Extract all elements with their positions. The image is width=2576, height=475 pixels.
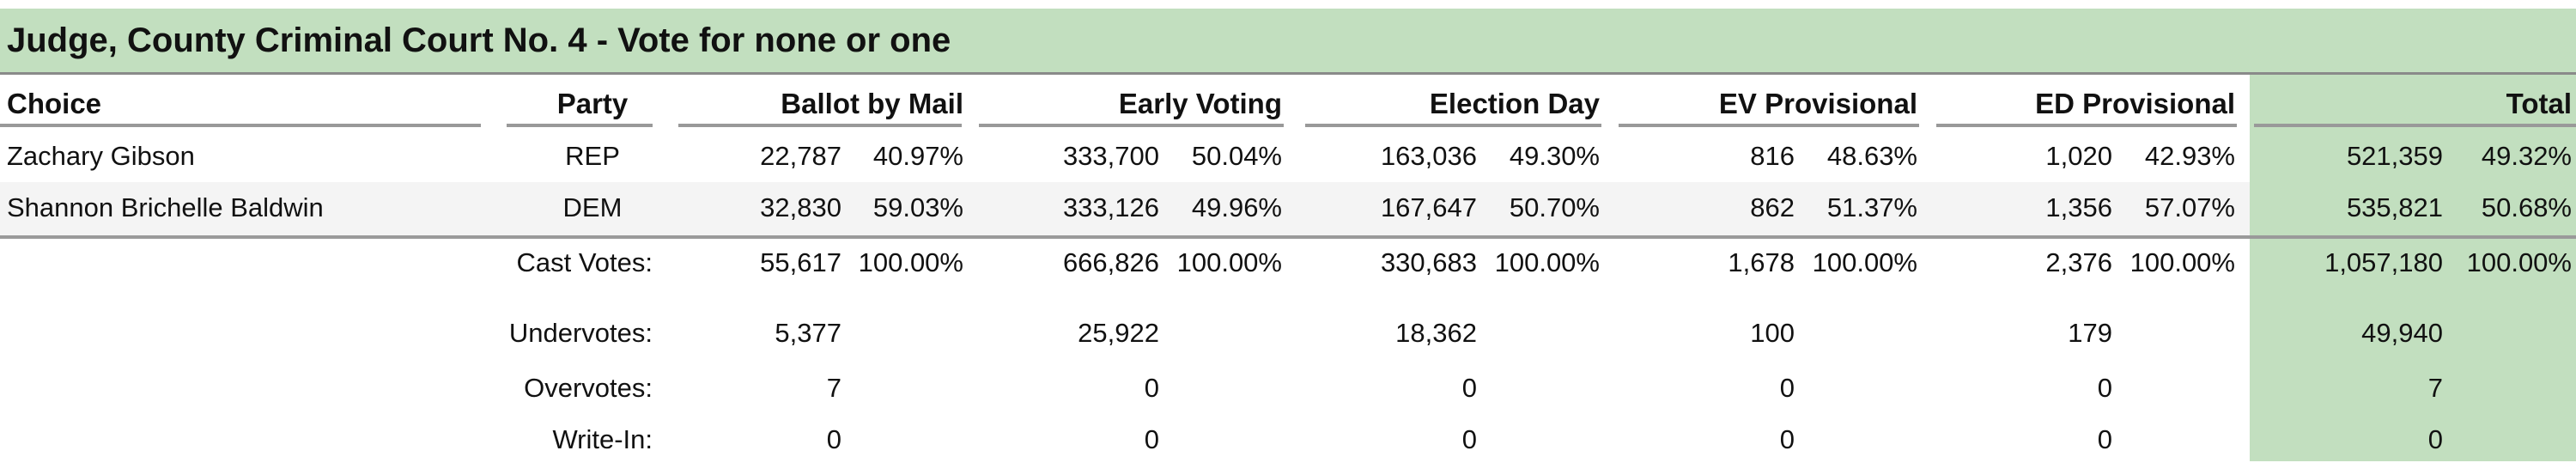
candidate-name: Shannon Brichelle Baldwin xyxy=(7,192,324,222)
overvotes-total: 7 xyxy=(2427,373,2443,403)
cast-ev: 666,826 xyxy=(1062,247,1159,277)
ed-votes: 163,036 xyxy=(1380,141,1477,171)
overvotes-ev: 0 xyxy=(1144,373,1159,403)
edp-votes: 1,356 xyxy=(2045,192,2112,222)
ed-percent: 49.30% xyxy=(1509,141,1600,171)
total-percent: 50.68% xyxy=(2481,192,2572,222)
ed-percent: 50.70% xyxy=(1509,192,1600,222)
total-votes: 535,821 xyxy=(2346,192,2443,222)
ev-percent: 50.04% xyxy=(1191,141,1282,171)
evp-votes: 862 xyxy=(1750,192,1795,222)
underline-election-day xyxy=(1305,124,1601,127)
cast-ed: 330,683 xyxy=(1380,247,1477,277)
cast-total-percent: 100.00% xyxy=(2466,247,2572,277)
overvotes-bbm: 7 xyxy=(826,373,841,403)
cast-bbm: 55,617 xyxy=(760,247,841,277)
write-in-total: 0 xyxy=(2427,424,2443,454)
column-header-early-voting: Early Voting xyxy=(1118,88,1282,119)
evp-percent: 51.37% xyxy=(1826,192,1917,222)
write-in-ev: 0 xyxy=(1144,424,1159,454)
underline-ev-provisional xyxy=(1619,124,1919,127)
edp-votes: 1,020 xyxy=(2045,141,2112,171)
underline-party xyxy=(507,124,653,127)
undervotes-ed: 18,362 xyxy=(1395,318,1477,348)
column-header-party: Party xyxy=(556,88,629,119)
undervotes-label: Undervotes: xyxy=(508,318,653,348)
bbm-percent: 40.97% xyxy=(872,141,963,171)
total-percent: 49.32% xyxy=(2481,141,2572,171)
edp-percent: 42.93% xyxy=(2144,141,2235,171)
column-header-ballot-by-mail: Ballot by Mail xyxy=(781,88,963,119)
ev-percent: 49.96% xyxy=(1191,192,1282,222)
total-votes: 521,359 xyxy=(2346,141,2443,171)
evp-votes: 816 xyxy=(1750,141,1795,171)
write-in-evp: 0 xyxy=(1779,424,1795,454)
bbm-percent: 59.03% xyxy=(872,192,963,222)
cast-votes-separator xyxy=(0,235,2576,239)
bbm-votes: 32,830 xyxy=(760,192,841,222)
write-in-bbm: 0 xyxy=(826,424,841,454)
write-in-edp: 0 xyxy=(2097,424,2112,454)
candidate-name: Zachary Gibson xyxy=(7,141,195,171)
cast-bbm-percent: 100.00% xyxy=(858,247,963,277)
cast-evp: 1,678 xyxy=(1728,247,1795,277)
cast-votes-label: Cast Votes: xyxy=(516,247,653,277)
overvotes-label: Overvotes: xyxy=(524,373,653,403)
evp-percent: 48.63% xyxy=(1826,141,1917,171)
overvotes-evp: 0 xyxy=(1779,373,1795,403)
ed-votes: 167,647 xyxy=(1380,192,1477,222)
write-in-ed: 0 xyxy=(1461,424,1477,454)
cast-ed-percent: 100.00% xyxy=(1494,247,1600,277)
cast-edp-percent: 100.00% xyxy=(2129,247,2235,277)
overvotes-edp: 0 xyxy=(2097,373,2112,403)
column-header-total: Total xyxy=(2506,88,2572,119)
underline-total xyxy=(2254,124,2576,127)
undervotes-bbm: 5,377 xyxy=(775,318,841,348)
candidate-row-stripe xyxy=(0,182,2250,235)
undervotes-edp: 179 xyxy=(2068,318,2112,348)
cast-total: 1,057,180 xyxy=(2324,247,2443,277)
column-header-choice: Choice xyxy=(7,88,102,119)
write-in-label: Write-In: xyxy=(552,424,653,454)
candidate-party: REP xyxy=(565,141,620,171)
overvotes-ed: 0 xyxy=(1461,373,1477,403)
bbm-votes: 22,787 xyxy=(760,141,841,171)
underline-ed-provisional xyxy=(1936,124,2237,127)
undervotes-total: 49,940 xyxy=(2361,318,2443,348)
ev-votes: 333,126 xyxy=(1062,192,1159,222)
candidate-party: DEM xyxy=(562,192,623,222)
column-header-ed-provisional: ED Provisional xyxy=(2035,88,2235,119)
cast-ev-percent: 100.00% xyxy=(1176,247,1282,277)
underline-ballot-by-mail xyxy=(678,124,962,127)
header-top-rule xyxy=(0,72,2576,75)
underline-choice xyxy=(0,124,481,127)
total-column-background xyxy=(2250,72,2576,461)
undervotes-evp: 100 xyxy=(1750,318,1795,348)
edp-percent: 57.07% xyxy=(2144,192,2235,222)
contest-title: Judge, County Criminal Court No. 4 - Vot… xyxy=(0,9,2576,72)
undervotes-ev: 25,922 xyxy=(1078,318,1159,348)
cast-edp: 2,376 xyxy=(2045,247,2112,277)
column-header-ev-provisional: EV Provisional xyxy=(1718,88,1917,119)
underline-early-voting xyxy=(979,124,1284,127)
cast-evp-percent: 100.00% xyxy=(1812,247,1917,277)
column-header-election-day: Election Day xyxy=(1429,88,1600,119)
ev-votes: 333,700 xyxy=(1062,141,1159,171)
